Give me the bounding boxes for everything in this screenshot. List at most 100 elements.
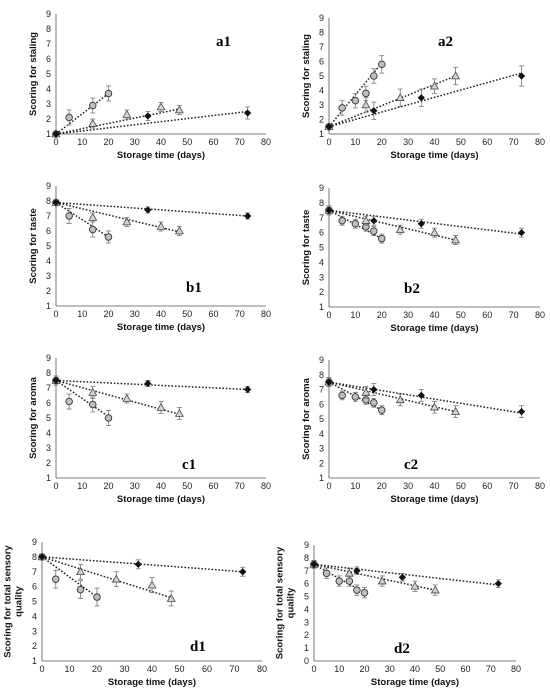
y-tick-label: 1 <box>46 473 51 483</box>
circle-point <box>370 227 378 235</box>
x-tick-label: 70 <box>509 481 519 491</box>
y-tick-label: 9 <box>319 13 324 23</box>
panel-label-d2: d2 <box>394 641 410 657</box>
x-tick-label: 20 <box>103 481 113 491</box>
y-tick-label: 2 <box>304 630 309 640</box>
y-tick-label: 9 <box>46 9 51 19</box>
series-diamond <box>325 205 526 238</box>
y-tick-label: 7 <box>319 42 324 52</box>
x-tick-label: 0 <box>326 137 331 147</box>
x-tick-label: 10 <box>350 310 360 320</box>
x-tick-label: 0 <box>53 481 58 491</box>
x-tick-label: 10 <box>350 137 360 147</box>
triangle-point <box>430 81 439 90</box>
x-tick-label: 70 <box>235 481 245 491</box>
y-tick-label: 6 <box>319 228 324 238</box>
diamond-point <box>517 408 526 416</box>
triangle-point <box>430 402 439 411</box>
trend-line <box>55 92 109 135</box>
y-tick-label: 8 <box>46 24 51 34</box>
y-tick-label: 1 <box>319 302 324 312</box>
y-axis-label: Scoring for total sensory <box>3 545 14 658</box>
x-tick-label: 70 <box>235 309 245 319</box>
panel-label-c2: c2 <box>404 457 418 473</box>
triangle-point <box>147 580 157 589</box>
triangle-point <box>156 102 166 111</box>
x-tick-label: 10 <box>334 664 344 674</box>
diamond-point <box>417 391 425 400</box>
panel-label-b2: b2 <box>404 281 420 297</box>
circle-point <box>65 397 73 406</box>
circle-point <box>104 414 113 422</box>
diamond-point <box>494 580 502 588</box>
y-tick-label: 9 <box>319 183 324 193</box>
x-tick-label: 0 <box>326 310 331 320</box>
series-triangle <box>324 205 461 245</box>
y-tick-label: 1 <box>319 129 324 139</box>
diamond-point <box>325 206 333 214</box>
series-circle <box>38 553 101 607</box>
x-axis-label: Storage time (days) <box>390 323 478 334</box>
y-axis-label: Scoring for aroma <box>301 377 312 460</box>
triangle-point <box>88 212 98 221</box>
series-triangle <box>51 197 184 236</box>
x-tick-label: 10 <box>77 137 87 147</box>
circle-point <box>52 575 60 583</box>
series-triangle <box>51 375 184 420</box>
y-tick-label: 6 <box>319 399 324 409</box>
series-triangle <box>324 377 461 418</box>
y-tick-label: 3 <box>319 100 324 110</box>
y-tick-label: 6 <box>46 54 51 64</box>
y-tick-label: 3 <box>304 617 309 627</box>
y-tick-label: 2 <box>319 115 324 125</box>
x-tick-label: 30 <box>119 664 129 674</box>
y-tick-label: 7 <box>304 566 309 576</box>
triangle-point <box>111 574 121 583</box>
x-tick-label: 40 <box>156 309 166 319</box>
x-axis-label: Storage time (days) <box>390 494 478 505</box>
panel-label-a1: a1 <box>216 34 231 50</box>
diamond-point <box>517 72 526 80</box>
x-tick-label: 40 <box>156 481 166 491</box>
panel-d2: 0 10 20 30 40 50 60 70 80 0 1 2 3 4 5 6 7 8 9 Storage time … <box>275 540 522 688</box>
y-tick-label: 9 <box>46 181 51 191</box>
diamond-point <box>244 212 252 220</box>
x-tick-label: 20 <box>359 664 369 674</box>
circle-point <box>378 406 386 414</box>
panel-d1: 0 10 20 30 40 50 60 70 80 1 2 3 4 5 6 7 8 9 Storage time (… <box>3 537 268 688</box>
x-tick-label: 30 <box>130 481 140 491</box>
trend-line <box>55 110 248 135</box>
x-tick-label: 70 <box>229 664 239 674</box>
x-axis-label: Storage time (days) <box>117 150 205 161</box>
y-axis-label: Scoring for staling <box>301 34 312 118</box>
y-tick-label: 2 <box>319 458 324 468</box>
x-tick-label: 30 <box>403 137 413 147</box>
circle-point <box>338 391 346 400</box>
x-tick-label: 70 <box>235 137 245 147</box>
x-tick-label: 50 <box>174 664 184 674</box>
x-tick-label: 20 <box>377 481 387 491</box>
circle-point <box>351 96 360 105</box>
y-tick-label: 7 <box>46 383 51 393</box>
y-tick-label: 9 <box>32 537 37 547</box>
circle-point <box>378 60 386 69</box>
triangle-point <box>377 576 387 585</box>
y-tick-label: 2 <box>46 286 51 296</box>
y-axis-label: Scoring for staling <box>28 32 39 116</box>
panel-a1: 0 10 20 30 40 50 60 70 80 1 2 3 4 5 6 7 8 9 Storage time (… <box>28 9 271 161</box>
x-tick-label: 60 <box>208 481 218 491</box>
triangle-point <box>430 585 440 594</box>
diamond-point <box>134 560 142 568</box>
x-axis-label: Storage time (days) <box>108 677 196 688</box>
triangle-point <box>361 387 371 396</box>
y-tick-label: 3 <box>46 271 51 281</box>
diamond-point <box>52 376 60 385</box>
diamond-point <box>52 198 60 207</box>
y-tick-label: 4 <box>319 429 324 439</box>
diamond-point <box>52 130 60 138</box>
triangle-point <box>76 567 85 575</box>
x-tick-label: 60 <box>460 664 470 674</box>
y-tick-label: 3 <box>319 444 324 454</box>
y-tick-label: 6 <box>46 398 51 408</box>
y-tick-label: 4 <box>46 256 51 266</box>
